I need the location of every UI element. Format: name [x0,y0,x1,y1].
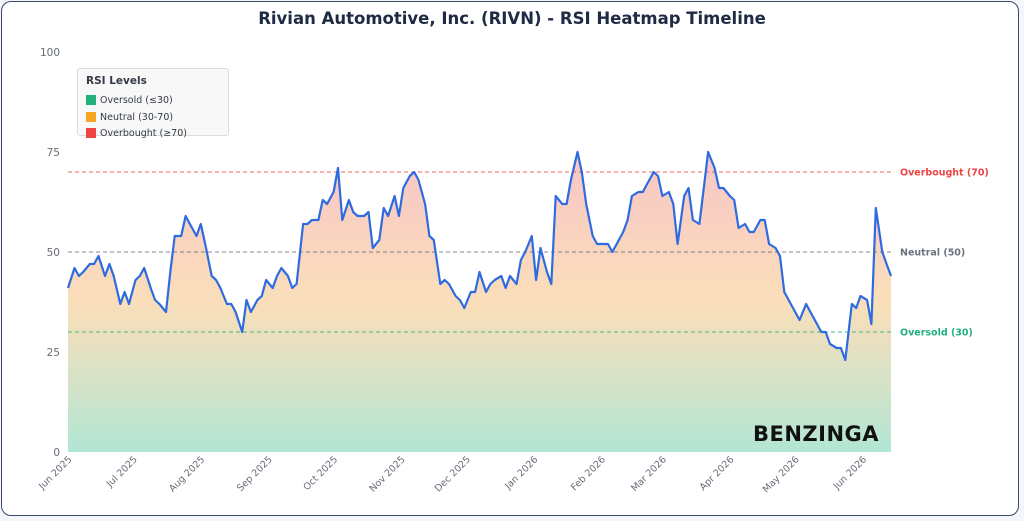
legend-label-oversold: Oversold (≤30) [100,94,173,106]
chart-title: Rivian Automotive, Inc. (RIVN) - RSI Hea… [258,9,766,28]
x-tick-label: Mar 2026 [629,454,669,494]
x-tick-label: Jul 2025 [104,454,140,490]
reference-line-label: Neutral (50) [900,248,965,259]
x-tick-label: Oct 2025 [301,454,340,493]
x-tick-label: Jun 2026 [831,454,869,492]
benzinga-logo: BENZINGA [753,422,880,446]
legend-swatch-neutral [86,112,96,122]
x-tick-label: Nov 2025 [367,454,407,494]
y-tick-label: 50 [47,247,60,259]
y-axis: 0 25 50 75 100 [40,47,60,459]
reference-line-label: Oversold (30) [900,328,973,339]
y-tick-label: 0 [53,447,60,459]
x-tick-label: Apr 2026 [698,454,737,493]
rsi-area [68,152,891,452]
legend-title: RSI Levels [86,75,147,87]
legend-swatch-overbought [86,128,96,138]
reference-line-label: Overbought (70) [900,168,989,179]
y-tick-label: 25 [47,347,60,359]
x-tick-label: Feb 2026 [569,454,608,493]
legend: RSI Levels Oversold (≤30) Neutral (30-70… [77,68,229,139]
x-tick-label: May 2026 [761,454,802,495]
y-tick-label: 100 [40,47,60,59]
x-tick-label: Aug 2025 [167,454,207,494]
y-tick-label: 75 [47,147,60,159]
legend-item-neutral: Neutral (30-70) [86,111,173,123]
x-axis: Jun 2025 Jul 2025 Aug 2025 Sep 2025 Oct 2025… [36,454,869,495]
legend-item-oversold: Oversold (≤30) [86,94,173,106]
legend-label-overbought: Overbought (≥70) [100,127,187,139]
x-tick-label: Sep 2025 [235,454,275,494]
legend-item-overbought: Overbought (≥70) [86,127,187,139]
legend-swatch-oversold [86,95,96,105]
reference-lines: Overbought (70) Neutral (50) Oversold (30) [68,168,989,339]
legend-label-neutral: Neutral (30-70) [100,111,174,123]
rsi-line [66,150,893,362]
x-tick-label: Jan 2026 [502,454,540,492]
x-tick-label: Jun 2025 [36,454,74,492]
x-tick-label: Dec 2025 [433,454,473,494]
